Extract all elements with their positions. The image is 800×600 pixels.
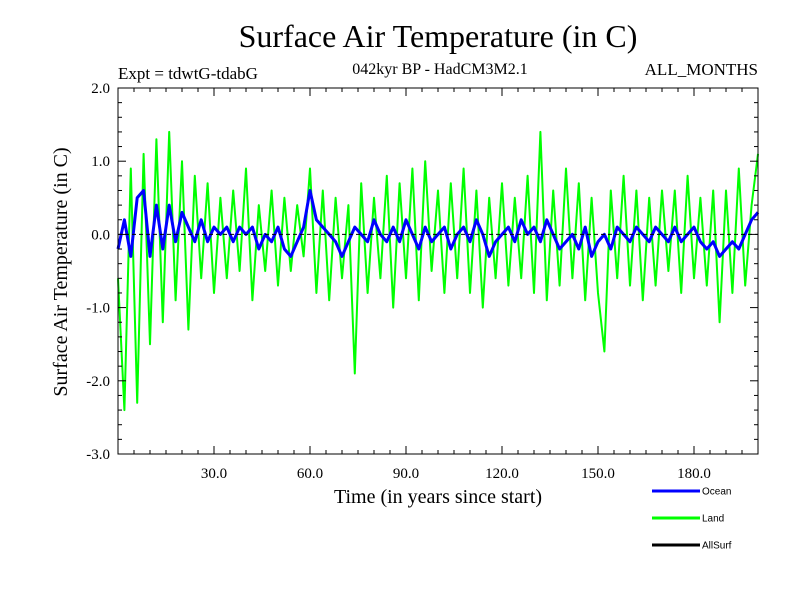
y-axis-label: Surface Air Temperature (in C): [50, 147, 72, 396]
legend-label-ocean: Ocean: [702, 487, 731, 498]
y-tick-label: 1.0: [91, 154, 110, 170]
x-tick-label: 90.0: [393, 466, 419, 482]
legend-label-allsurf: AllSurf: [702, 541, 732, 552]
model-label: 042kyr BP - HadCM3M2.1: [352, 61, 527, 78]
x-tick-label: 150.0: [581, 466, 615, 482]
experiment-label: Expt = tdwtG-tdabG: [118, 64, 258, 83]
series-line-land: [117, 130, 759, 412]
y-tick-label: 2.0: [91, 81, 110, 97]
x-tick-label: 30.0: [201, 466, 227, 482]
months-label: ALL_MONTHS: [645, 60, 758, 79]
y-tick-label: -2.0: [86, 374, 110, 390]
x-axis-label: Time (in years since start): [334, 486, 542, 508]
series-line-ocean: [116, 189, 760, 258]
x-tick-label: 180.0: [677, 466, 711, 482]
legend-label-land: Land: [702, 514, 724, 525]
plot-series: [116, 130, 760, 412]
y-tick-label: 0.0: [91, 227, 110, 243]
chart-title: Surface Air Temperature (in C): [239, 18, 638, 54]
x-tick-label: 120.0: [485, 466, 519, 482]
plot-frame: [117, 87, 759, 455]
x-tick-label: 60.0: [297, 466, 323, 482]
legend: Ocean Land AllSurf: [652, 487, 732, 552]
axes-layer: 30.0 60.0 90.0 120.0 150.0 180.0 -3.0 -2.0 -1.0 0…: [86, 81, 759, 482]
y-tick-label: -3.0: [86, 447, 110, 463]
y-tick-label: -1.0: [86, 301, 110, 317]
